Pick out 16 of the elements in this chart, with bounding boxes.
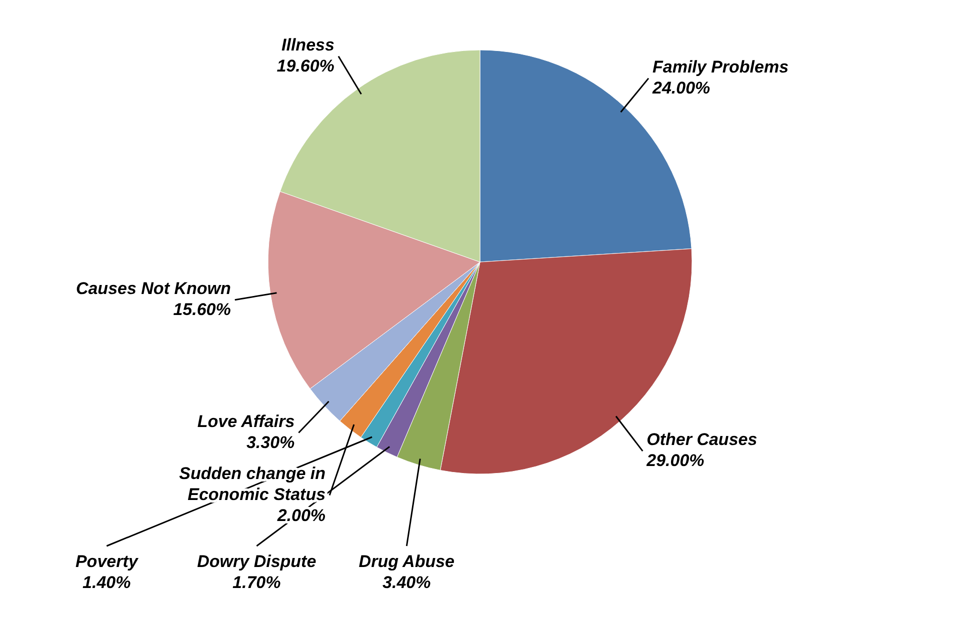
slice-label: Dowry Dispute xyxy=(197,552,316,571)
data-label: 3.40% xyxy=(382,573,431,592)
slice-label: Illness xyxy=(282,35,334,54)
slice-label: Poverty xyxy=(75,552,140,571)
data-label: 1.40% xyxy=(82,573,131,592)
slice-label: Other Causes xyxy=(646,430,758,450)
data-label: 1.70% xyxy=(232,573,281,592)
data-label: 19.60% xyxy=(276,56,334,76)
data-label: 15.60% xyxy=(173,300,231,319)
slice-label: Love Affairs xyxy=(197,412,295,431)
slice-label: Causes Not Known xyxy=(76,278,231,298)
data-label: 3.30% xyxy=(246,432,295,452)
data-label: 24.00% xyxy=(652,78,710,98)
slice-label: Family Problems xyxy=(652,57,789,76)
data-label: 29.00% xyxy=(646,451,704,470)
slice-label: Drug Abuse xyxy=(358,552,455,571)
